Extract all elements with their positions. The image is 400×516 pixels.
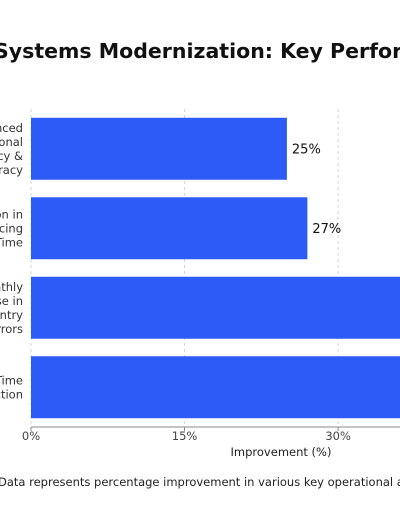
category-label: Time (0, 235, 23, 249)
data-label: 27% (312, 222, 341, 237)
category-label: Operational (0, 135, 23, 149)
category-labels: EnhancedOperationalEfficiency &Accuracy R… (0, 121, 23, 402)
category-label: Monthly (0, 280, 23, 294)
bar (31, 117, 287, 180)
x-tick-label: 30% (325, 429, 351, 443)
bar (31, 276, 400, 339)
category-label: Data Entry (0, 308, 23, 322)
category-label: Enhanced (0, 121, 23, 135)
bar (31, 197, 308, 260)
chart-footnote: Data represents percentage improvement i… (0, 475, 400, 489)
x-axis-title: Improvement (%) (231, 445, 332, 459)
category-label: Time (0, 373, 23, 387)
chart-title: Systems Modernization: Key Performance (0, 39, 400, 63)
category-label: Decrease in (0, 294, 23, 308)
category-label: Accuracy (0, 163, 23, 177)
category-label: Reduction in (0, 207, 23, 221)
category-label: Reduction (0, 387, 23, 401)
x-tick-label: 0% (22, 429, 40, 443)
category-label: Efficiency & (0, 149, 23, 163)
data-label: 25% (292, 142, 321, 157)
bars: 25% 27% (31, 117, 400, 419)
x-tick-label: 15% (172, 429, 198, 443)
x-axis-ticks: 0% 15% 30% (22, 426, 400, 443)
bar (31, 356, 400, 419)
category-label: Invoicing (0, 221, 23, 235)
category-label: Errors (0, 322, 23, 336)
